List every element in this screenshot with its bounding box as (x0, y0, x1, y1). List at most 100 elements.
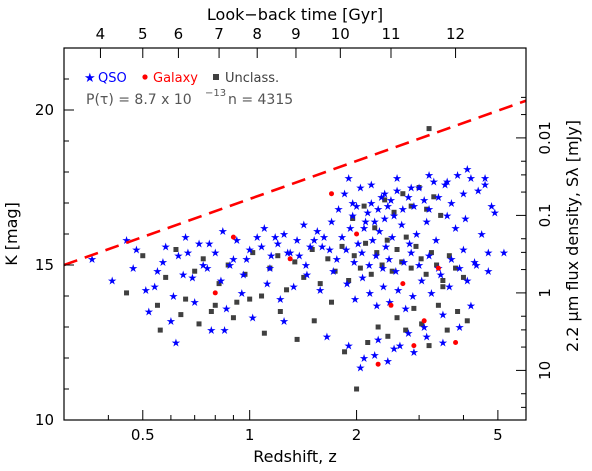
unclass-point (426, 126, 432, 132)
qso-point: ★ (480, 172, 490, 185)
unclass-point (431, 194, 437, 200)
qso-point: ★ (375, 225, 385, 238)
galaxy-point (212, 290, 218, 296)
unclass-point (453, 265, 459, 271)
qso-point: ★ (404, 191, 414, 204)
unclass-point (365, 340, 371, 345)
qso-point: ★ (380, 213, 390, 226)
qso-point: ★ (378, 262, 388, 275)
right-tick-label: 10 (536, 361, 554, 380)
unclass-point (394, 247, 400, 252)
unclass-point (351, 253, 357, 259)
qso-point: ★ (417, 275, 427, 288)
galaxy-point (400, 281, 406, 287)
qso-point: ★ (169, 290, 179, 303)
qso-point: ★ (178, 268, 188, 281)
qso-point: ★ (309, 234, 319, 247)
qso-point: ★ (440, 178, 450, 191)
legend-qso-label: QSO (98, 71, 127, 86)
qso-point: ★ (194, 237, 204, 250)
qso-point: ★ (232, 234, 242, 247)
qso-point: ★ (325, 244, 335, 257)
qso-point: ★ (228, 253, 238, 266)
qso-point: ★ (459, 188, 469, 201)
qso-point: ★ (220, 324, 230, 337)
unclass-point (275, 253, 281, 259)
qso-point: ★ (370, 216, 380, 229)
qso-point: ★ (477, 228, 487, 241)
qso-point: ★ (345, 222, 355, 235)
qso-point: ★ (285, 247, 295, 260)
unclass-point (368, 271, 374, 277)
qso-point: ★ (359, 222, 369, 235)
top-tick-label: 8 (252, 25, 262, 43)
unclass-point (216, 281, 222, 287)
right-tick-label: 0.01 (536, 121, 554, 154)
qso-point: ★ (358, 271, 368, 284)
unclass-point (440, 284, 446, 290)
sample-count-text: n = 4315 (228, 92, 293, 108)
qso-point: ★ (342, 278, 352, 291)
unclass-point (292, 259, 298, 265)
qso-point: ★ (198, 259, 208, 272)
unclass-point (212, 302, 218, 308)
qso-point: ★ (466, 172, 476, 185)
qso-point: ★ (424, 169, 434, 182)
qso-point: ★ (202, 262, 212, 275)
unclass-point (403, 327, 409, 333)
galaxy-point (421, 318, 427, 324)
qso-point: ★ (128, 262, 138, 275)
unclass-point (339, 243, 345, 249)
qso-point: ★ (381, 240, 391, 253)
unclass-point (140, 253, 146, 259)
qso-point: ★ (366, 178, 376, 191)
qso-point: ★ (483, 265, 493, 278)
qso-point: ★ (158, 256, 168, 269)
qso-point: ★ (383, 200, 393, 213)
unclass-point (384, 237, 390, 243)
unclass-point (247, 296, 253, 302)
unclass-point (200, 256, 206, 262)
unclass-point (361, 203, 367, 209)
unclass-point (403, 234, 409, 240)
qso-point: ★ (225, 259, 235, 272)
unclass-point (389, 268, 395, 274)
qso-point: ★ (424, 203, 434, 216)
unclass-point (234, 299, 240, 305)
unclass-point (455, 309, 461, 314)
qso-point: ★ (238, 268, 248, 281)
unclass-point (242, 271, 248, 277)
qso-point: ★ (350, 293, 360, 306)
legend-galaxy-icon (142, 74, 148, 80)
unclass-point (163, 274, 169, 280)
unclass-point (178, 312, 184, 318)
right-tick-label: 0.1 (536, 203, 554, 227)
unclass-point (157, 327, 163, 333)
unclass-point (400, 191, 406, 197)
qso-point: ★ (380, 188, 390, 201)
qso-point: ★ (372, 299, 382, 312)
unclass-point (440, 278, 446, 283)
qso-point: ★ (414, 259, 424, 272)
unclass-point (154, 302, 160, 308)
qso-point: ★ (406, 247, 416, 260)
top-tick-label: 6 (174, 25, 184, 43)
unclass-point (408, 265, 414, 271)
qso-point: ★ (395, 340, 405, 353)
qso-point: ★ (144, 306, 154, 319)
right-axis-label: 2.2 μm flux density, Sλ [mJy] (563, 120, 582, 352)
qso-point: ★ (447, 253, 457, 266)
unclass-point (418, 256, 424, 262)
qso-point: ★ (383, 355, 393, 368)
qso-point: ★ (483, 247, 493, 260)
qso-point: ★ (344, 340, 354, 353)
y-tick-label: 10 (35, 411, 54, 429)
unclass-point (225, 262, 231, 268)
x-tick-label: 5 (493, 426, 503, 444)
right-tick-label: 1 (536, 288, 554, 298)
qso-point: ★ (473, 185, 483, 198)
galaxy-point (453, 340, 459, 345)
qso-point: ★ (328, 265, 338, 278)
qso-point: ★ (480, 178, 490, 191)
unclass-point (416, 185, 422, 190)
